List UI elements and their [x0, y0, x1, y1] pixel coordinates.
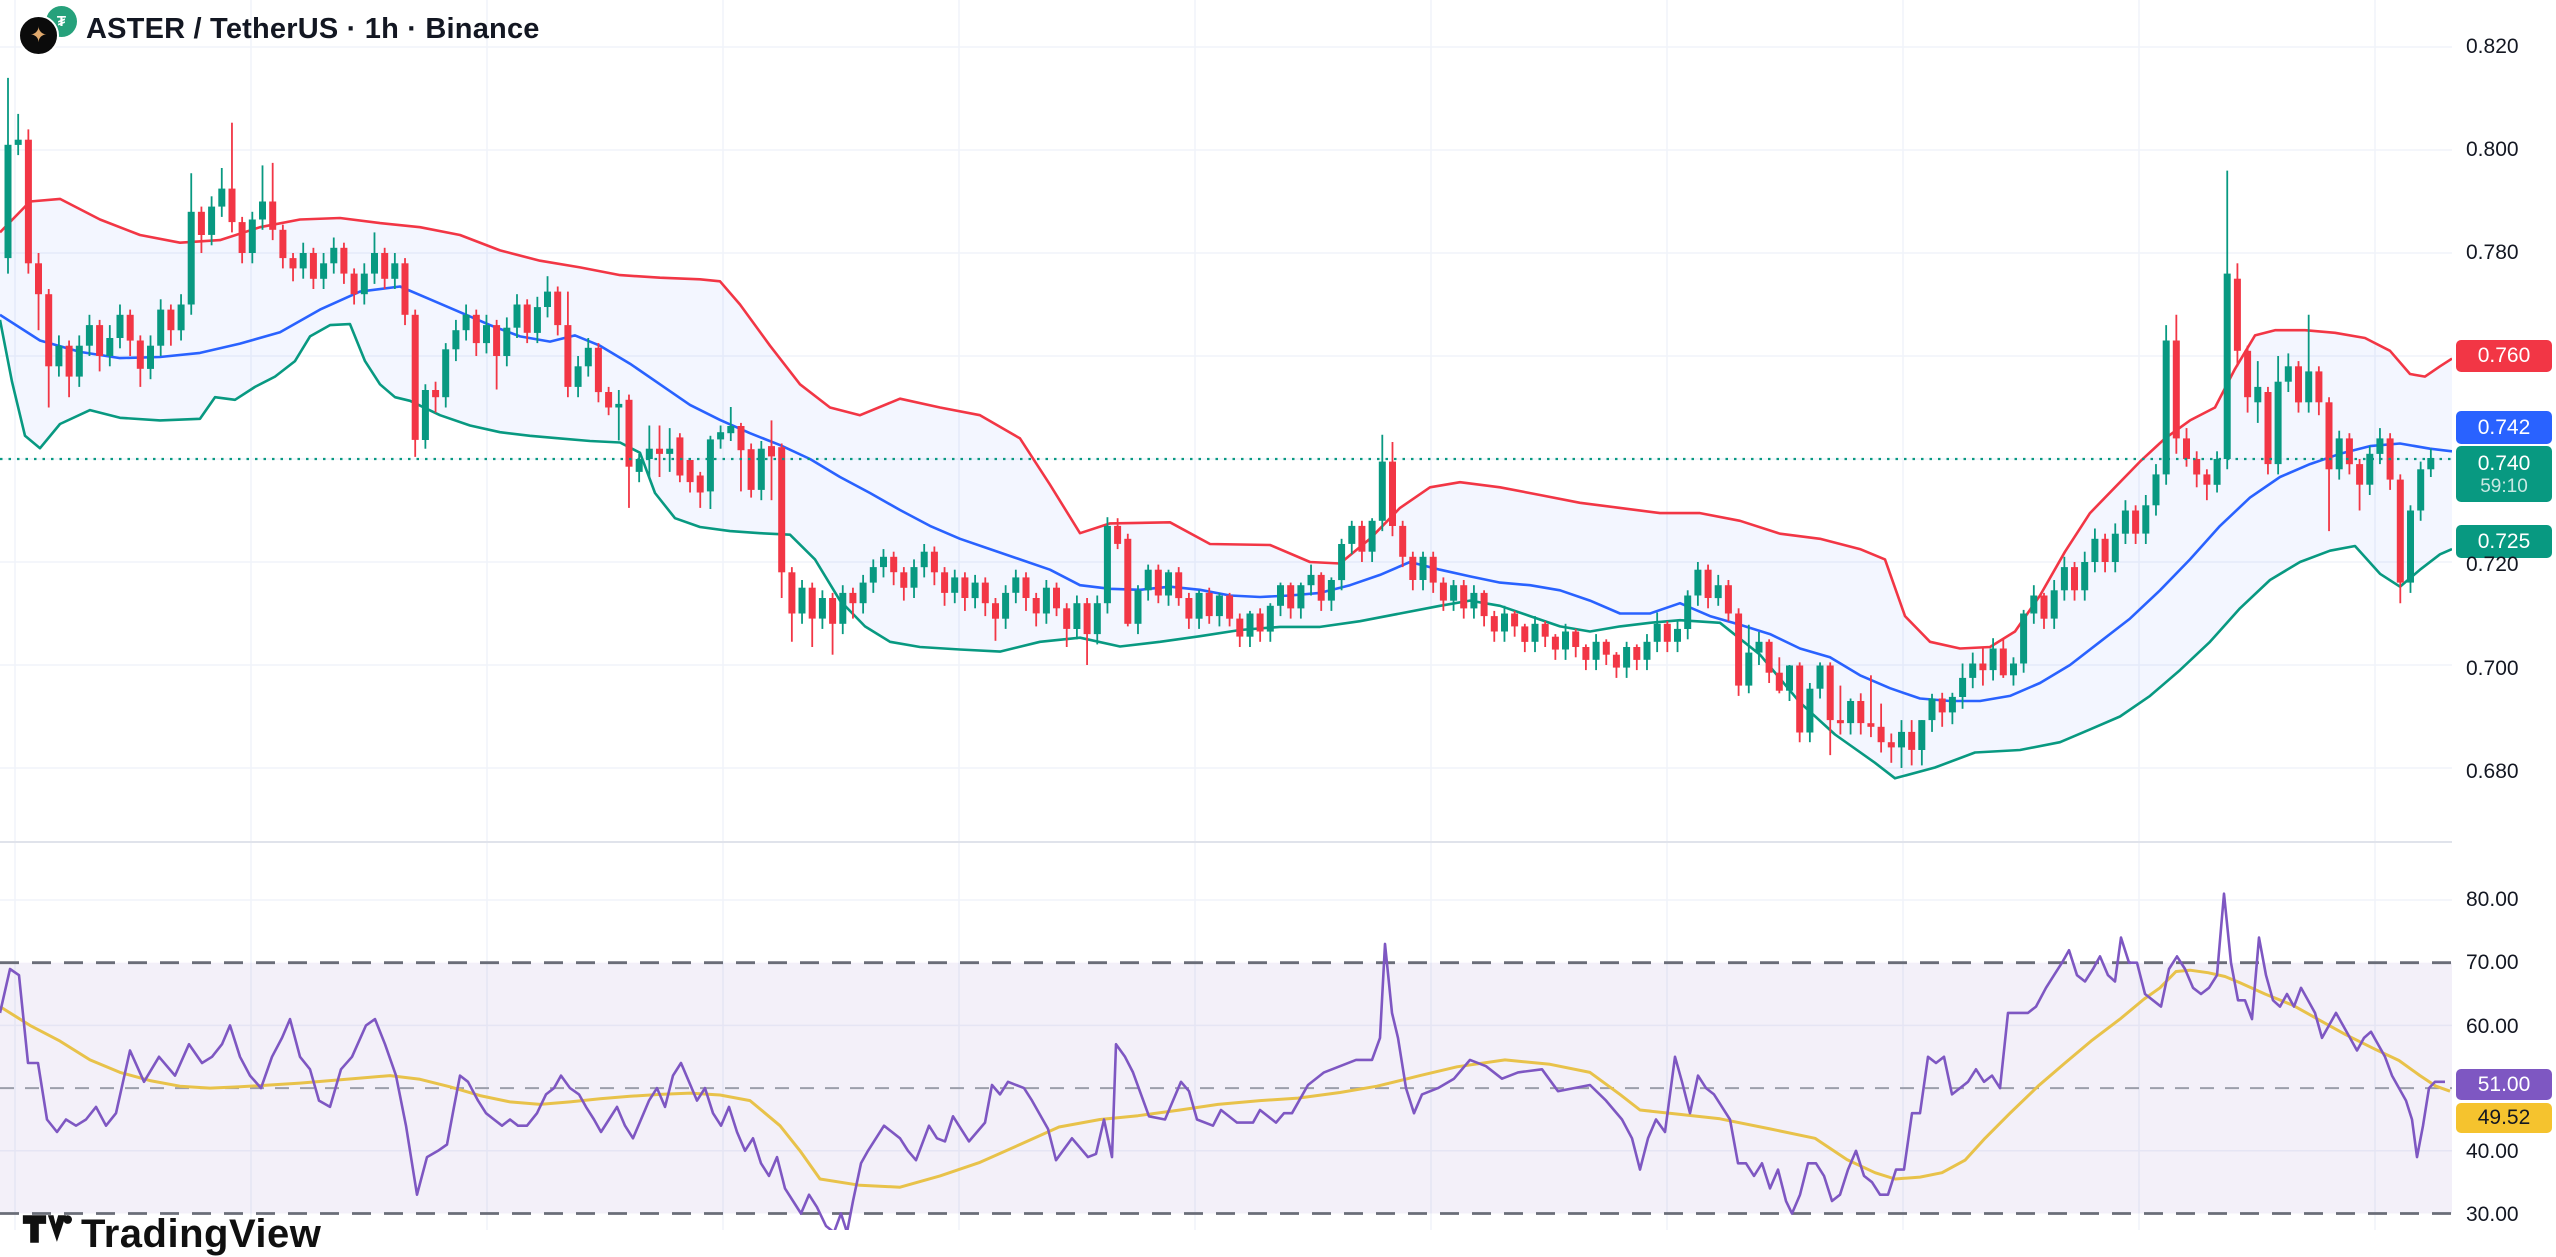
rsi-axis-label: 30.00 [2466, 1203, 2519, 1226]
rsi-axis-label: 60.00 [2466, 1015, 2519, 1038]
price-axis-label: 0.720 [2466, 553, 2519, 576]
chart-canvas[interactable] [0, 0, 2452, 1230]
bar-countdown: 59:10 [2480, 475, 2528, 497]
rsi-value-badge: 51.00 [2456, 1069, 2552, 1100]
rsi-axis-label: 80.00 [2466, 888, 2519, 911]
price-axis[interactable]: 0.760 0.742 0.740 59:10 0.725 51.00 49.5… [2452, 0, 2556, 1230]
price-axis-label: 0.800 [2466, 138, 2519, 161]
symbol-title: ASTER / TetherUS · 1h · Binance [86, 12, 540, 45]
tradingview-watermark[interactable]: TradingView [22, 1212, 321, 1257]
price-axis-label: 0.780 [2466, 241, 2519, 264]
pair-icons: ₮ ✦ [14, 4, 77, 56]
price-axis-label: 0.700 [2466, 657, 2519, 680]
last-price-badge: 0.740 59:10 [2456, 446, 2552, 502]
bollinger-fill [0, 198, 2452, 779]
symbol-header[interactable]: ₮ ✦ ASTER / TetherUS · 1h · Binance [14, 4, 540, 56]
rsi-ma-value-badge: 49.52 [2456, 1103, 2552, 1133]
tradingview-label: TradingView [81, 1212, 322, 1256]
rsi-line [0, 892, 2445, 1230]
price-axis-label: 0.820 [2466, 35, 2519, 58]
rsi-axis-label: 40.00 [2466, 1140, 2519, 1163]
bb-upper-price-badge: 0.760 [2456, 340, 2552, 372]
price-axis-label: 0.680 [2466, 760, 2519, 783]
rsi-axis-label: 70.00 [2466, 951, 2519, 974]
tradingview-logo-icon [22, 1215, 72, 1243]
bollinger-lower-line [0, 319, 2452, 780]
bb-basis-price-badge: 0.742 [2456, 411, 2552, 444]
chart-area[interactable] [0, 0, 2452, 1230]
aster-logo-icon: ✦ [18, 15, 59, 56]
bb-lower-price-badge: 0.725 [2456, 525, 2552, 558]
candles-layer [4, 77, 2435, 768]
